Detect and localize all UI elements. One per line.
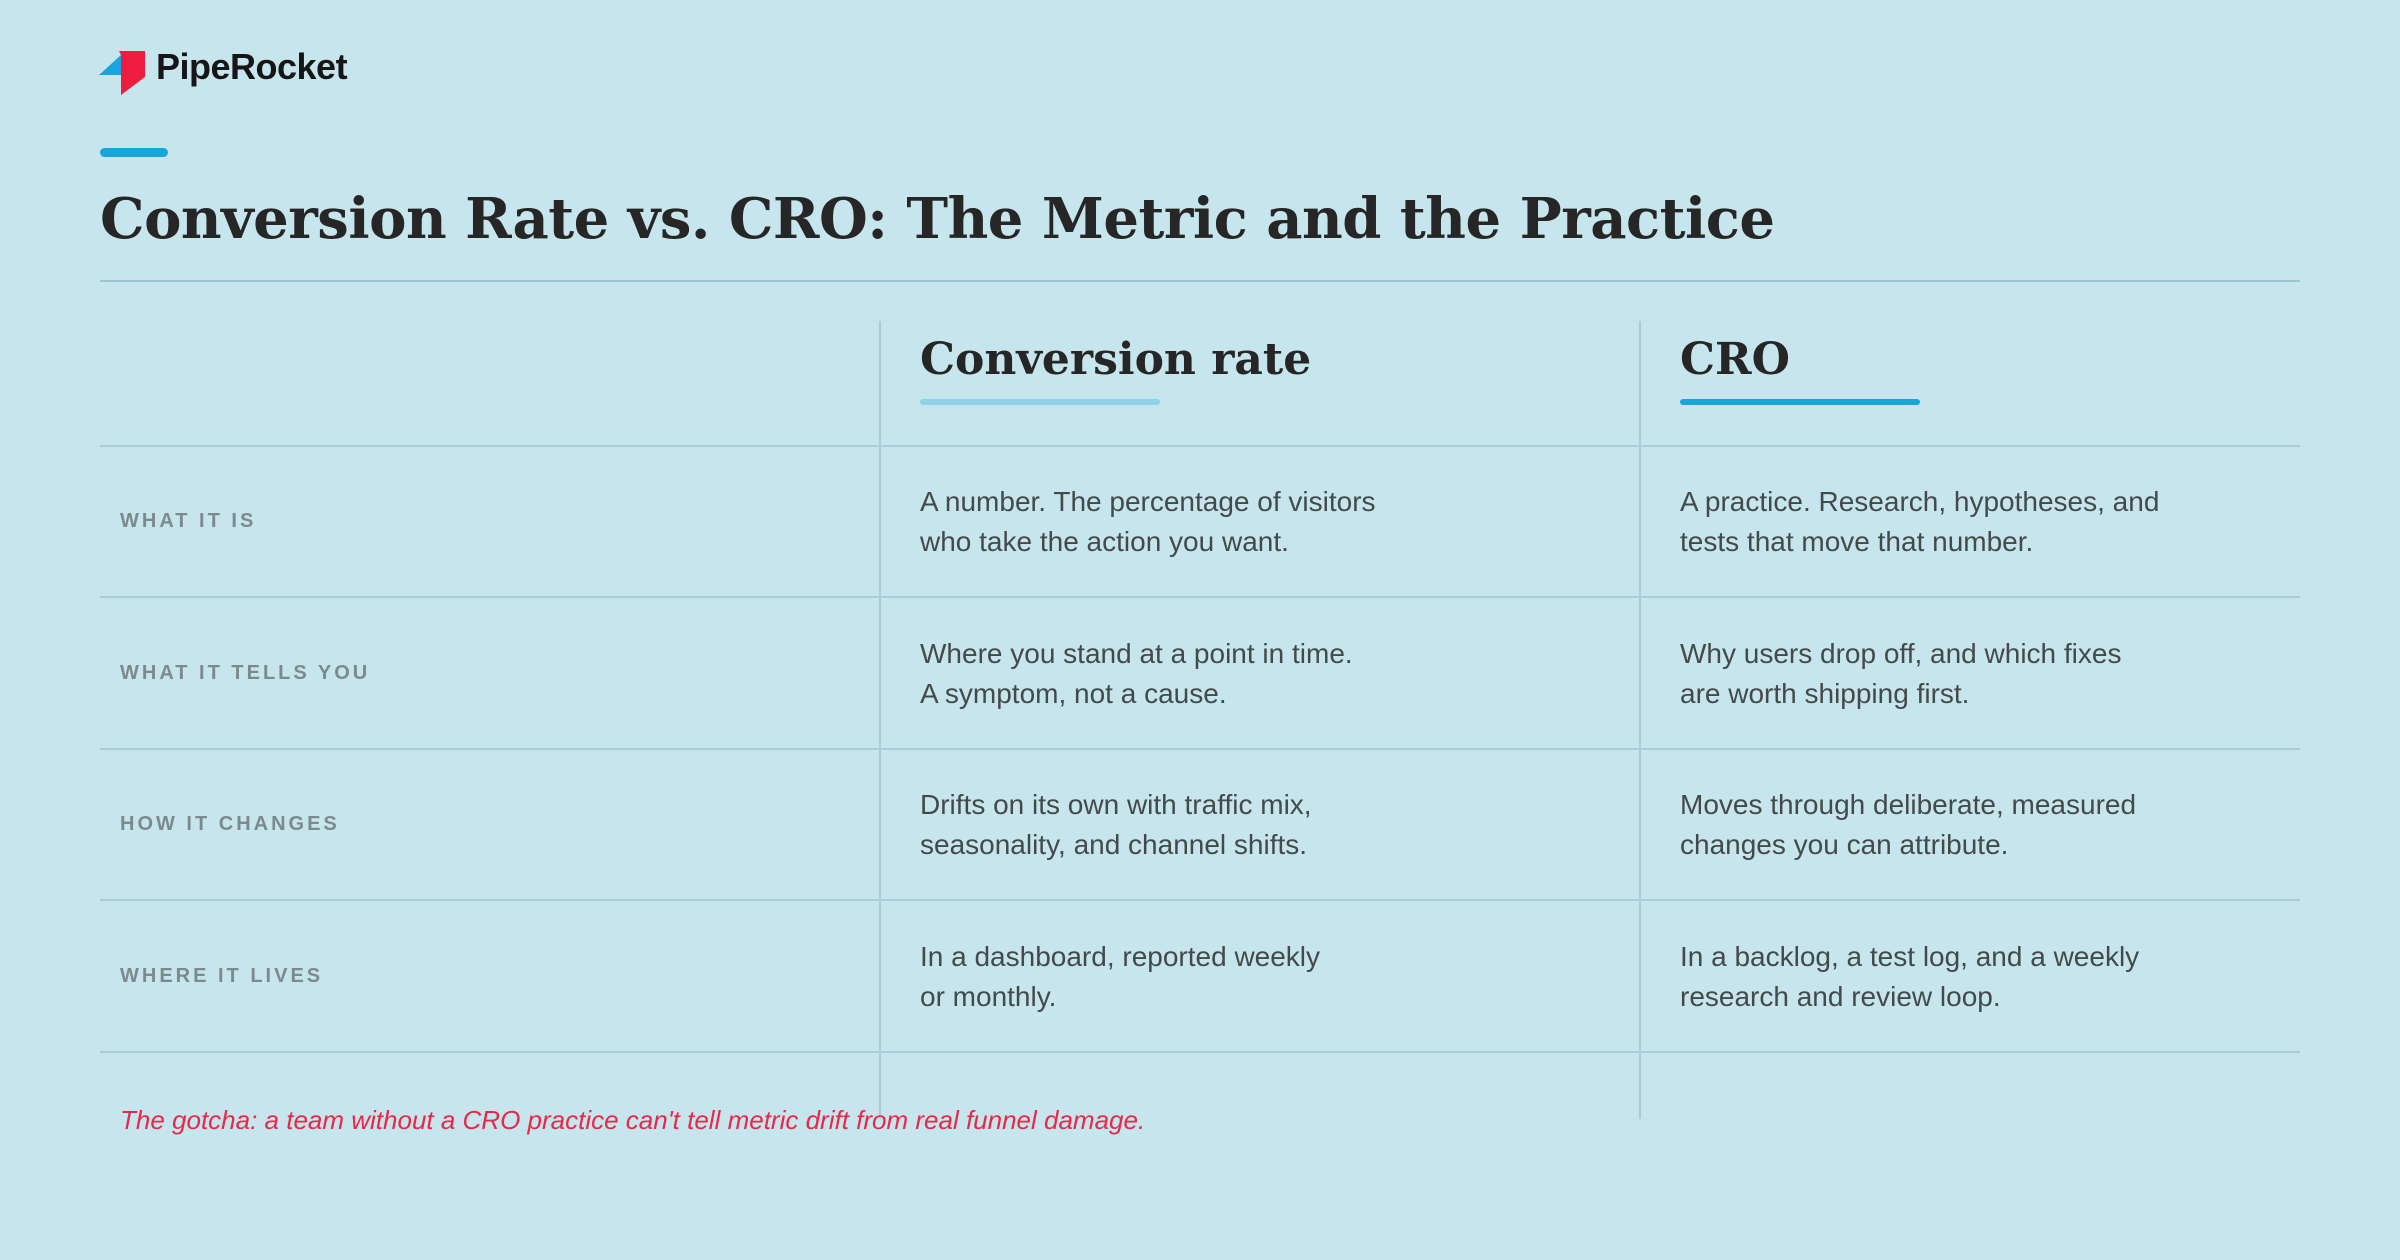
cell-text: In a backlog, a test log, and a weekly [1680,941,2140,972]
cell-text: tests that move that number. [1680,526,2034,557]
cell-text: Drifts on its own with traffic mix, [920,789,1312,820]
cell-text: seasonality, and channel shifts. [920,829,1308,860]
cell-text: Moves through deliberate, measured [1680,789,2137,820]
logo [99,51,145,95]
cell-text: A number. The percentage of visitors [920,486,1376,517]
title-rule [100,280,2300,282]
row-label: WHAT IT TELLS YOU [120,661,371,684]
row-label: WHERE IT LIVES [120,964,324,987]
column-header: Conversion rate [920,334,1312,385]
cell-text: who take the action you want. [920,526,1289,557]
column-divider [879,321,881,1119]
row-rule [100,1051,2300,1053]
row-label: HOW IT CHANGES [120,812,340,835]
cell-text: research and review loop. [1680,981,2001,1012]
cell-text: A symptom, not a cause. [920,678,1227,709]
header-underline [920,399,1160,405]
cell-text: or monthly. [920,981,1057,1012]
column-header: CRO [1680,334,1790,385]
cell-text: are worth shipping first. [1680,678,1970,709]
footnote: The gotcha: a team without a CRO practic… [120,1105,1146,1135]
column-divider [1639,321,1641,1119]
row-label: WHAT IT IS [120,509,257,532]
header-underline [1680,399,1920,405]
row-rule [100,445,2300,447]
cell-text: A practice. Research, hypotheses, and [1680,486,2160,517]
cell-text: In a dashboard, reported weekly [920,941,1321,972]
accent-bar [100,148,168,157]
row-rule [100,748,2300,750]
brand: PipeRocket [156,46,348,87]
page-title: Conversion Rate vs. CRO: The Metric and … [100,186,1775,252]
row-rule [100,899,2300,901]
cell-text: Why users drop off, and which fixes [1680,638,2122,669]
cell-text: changes you can attribute. [1680,829,2009,860]
row-rule [100,596,2300,598]
cell-text: Where you stand at a point in time. [920,638,1353,669]
